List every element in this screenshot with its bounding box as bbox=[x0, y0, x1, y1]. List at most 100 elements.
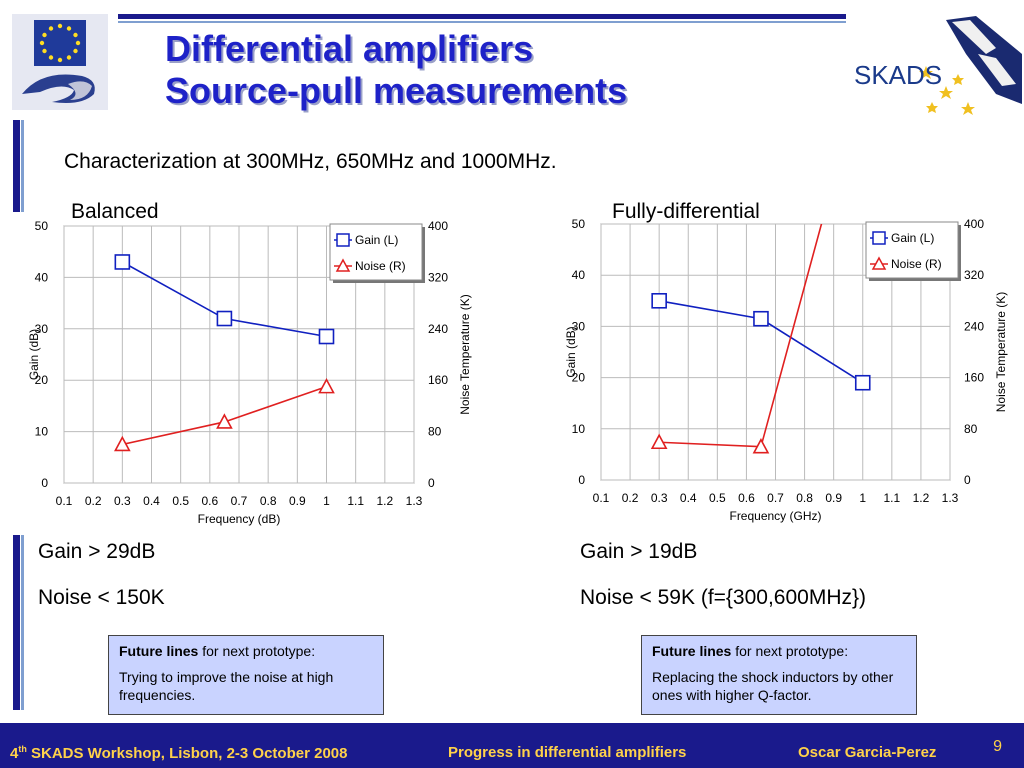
footer-workshop-rest: SKADS Workshop, Lisbon, 2-3 October 2008 bbox=[26, 745, 348, 762]
chart-label-fully: Fully-differential bbox=[612, 200, 760, 223]
legend-entry: Noise (R) bbox=[891, 257, 942, 271]
y-tick-label: 0 bbox=[41, 476, 48, 490]
side-rule-bottom-thin bbox=[21, 535, 24, 710]
x-tick-label: 1.1 bbox=[883, 491, 900, 505]
y-tick-label: 10 bbox=[35, 425, 49, 439]
skads-logo: SKADS bbox=[846, 14, 1022, 122]
y-tick-label: 40 bbox=[572, 268, 586, 282]
data-point-triangle bbox=[650, 433, 668, 450]
y2-tick-label: 400 bbox=[964, 217, 984, 231]
data-point-triangle bbox=[318, 377, 335, 394]
data-point-square bbox=[753, 310, 769, 327]
x-tick-label: 0.9 bbox=[289, 494, 306, 508]
legend-entry: Noise (R) bbox=[355, 259, 406, 273]
y-axis-label: Gain (dB) bbox=[564, 326, 578, 377]
y-tick-label: 40 bbox=[35, 270, 49, 284]
box-rest: for next prototype: bbox=[731, 643, 849, 659]
footer-center: Progress in differential amplifiers bbox=[448, 744, 687, 761]
y-tick-label: 20 bbox=[572, 371, 586, 385]
box-rest: for next prototype: bbox=[198, 643, 316, 659]
page-title: Differential amplifiers Source-pull meas… bbox=[165, 28, 627, 112]
x-tick-label: 0.4 bbox=[143, 494, 160, 508]
box-text: Replacing the shock inductors by other o… bbox=[652, 669, 894, 703]
title-line-2: Source-pull measurements bbox=[165, 70, 628, 111]
footer-bar bbox=[0, 723, 1024, 768]
x-tick-label: 1.2 bbox=[376, 494, 393, 508]
x-tick-label: 0.5 bbox=[709, 491, 726, 505]
footer-workshop: 4th SKADS Workshop, Lisbon, 2-3 October … bbox=[10, 744, 347, 762]
skads-logo-text: SKADS bbox=[854, 60, 942, 90]
box-bold: Future lines bbox=[119, 643, 199, 659]
x-tick-label: 0.8 bbox=[796, 491, 813, 505]
x-tick-label: 0.5 bbox=[172, 494, 189, 508]
x-tick-label: 1.1 bbox=[347, 494, 364, 508]
y-axis-label: Gain (dB) bbox=[27, 329, 41, 380]
x-tick-label: 0.3 bbox=[114, 494, 131, 508]
x-tick-label: 1.3 bbox=[406, 494, 423, 508]
x-tick-label: 1.2 bbox=[913, 491, 930, 505]
top-rule bbox=[118, 14, 924, 19]
y-tick-label: 50 bbox=[35, 219, 49, 233]
x-tick-label: 0.9 bbox=[825, 491, 842, 505]
subtitle: Characterization at 300MHz, 650MHz and 1… bbox=[64, 150, 557, 173]
footer-workshop-sup: th bbox=[18, 744, 27, 754]
balanced-future-box: Future lines for next prototype: Trying … bbox=[108, 635, 384, 715]
y2-tick-label: 80 bbox=[428, 425, 442, 439]
x-tick-label: 0.1 bbox=[593, 491, 610, 505]
data-point-square bbox=[216, 310, 233, 327]
x-tick-label: 1.3 bbox=[942, 491, 959, 505]
x-axis-label: Frequency (GHz) bbox=[729, 509, 821, 523]
data-point-square bbox=[318, 328, 335, 345]
balanced-gain-stat: Gain > 29dB bbox=[38, 540, 156, 563]
legend-marker-square bbox=[872, 231, 886, 245]
balanced-chart: 0.1 0.2 0.3 0.4 0.5 0.6 0.7 0.8 0.9 1 1.1 1.2 1.3 0 10… bbox=[27, 219, 472, 526]
y2-axis-label: Noise Temperature (K) bbox=[458, 294, 472, 415]
x-axis-label: Frequency (dB) bbox=[198, 512, 281, 526]
y2-tick-label: 240 bbox=[964, 319, 984, 333]
data-point-square bbox=[114, 254, 131, 270]
x-tick-label: 0.8 bbox=[260, 494, 277, 508]
x-tick-label: 0.1 bbox=[56, 494, 73, 508]
x-tick-label: 0.2 bbox=[622, 491, 639, 505]
eu-fp6-logo bbox=[12, 14, 108, 110]
side-rule-bottom bbox=[13, 535, 20, 710]
y2-tick-label: 400 bbox=[428, 219, 448, 233]
legend-marker-square bbox=[336, 233, 350, 247]
legend-marker-triangle bbox=[335, 258, 351, 272]
page-number: 9 bbox=[993, 738, 1002, 755]
y-tick-label: 30 bbox=[572, 319, 586, 333]
y2-tick-label: 0 bbox=[964, 473, 971, 487]
y2-tick-label: 320 bbox=[964, 268, 984, 282]
y-tick-label: 10 bbox=[572, 422, 586, 436]
y-tick-label: 0 bbox=[578, 473, 585, 487]
y2-tick-label: 240 bbox=[428, 322, 448, 336]
x-tick-label: 0.3 bbox=[651, 491, 668, 505]
y2-axis-label: Noise Temperature (K) bbox=[994, 292, 1008, 413]
y-tick-label: 30 bbox=[35, 322, 49, 336]
y2-tick-label: 80 bbox=[964, 422, 978, 436]
legend-entry: Gain (L) bbox=[891, 231, 934, 245]
side-rule-top-thin bbox=[21, 120, 24, 212]
data-point-triangle bbox=[752, 438, 770, 454]
y2-tick-label: 160 bbox=[428, 373, 448, 387]
y2-tick-label: 160 bbox=[964, 371, 984, 385]
x-tick-label: 1 bbox=[859, 491, 866, 505]
y2-tick-label: 0 bbox=[428, 476, 435, 490]
x-tick-label: 0.7 bbox=[767, 491, 784, 505]
x-tick-label: 0.2 bbox=[85, 494, 102, 508]
legend-marker-triangle bbox=[871, 256, 887, 270]
x-tick-label: 0.6 bbox=[201, 494, 218, 508]
box-text: Trying to improve the noise at high freq… bbox=[119, 669, 334, 703]
footer-author: Oscar Garcia-Perez bbox=[798, 744, 937, 761]
fully-future-box: Future lines for next prototype: Replaci… bbox=[641, 635, 917, 715]
box-bold: Future lines bbox=[652, 643, 732, 659]
data-point-triangle bbox=[113, 435, 131, 452]
footer-workshop-num: 4 bbox=[10, 745, 19, 762]
fully-noise-stat: Noise < 59K (f={300,600MHz}) bbox=[580, 586, 867, 609]
data-point-triangle bbox=[216, 413, 233, 429]
data-point-square bbox=[854, 374, 871, 391]
x-tick-label: 0.4 bbox=[680, 491, 697, 505]
top-rule-thin bbox=[118, 21, 924, 23]
title-line-1: Differential amplifiers bbox=[165, 28, 534, 69]
y-tick-label: 50 bbox=[572, 217, 586, 231]
